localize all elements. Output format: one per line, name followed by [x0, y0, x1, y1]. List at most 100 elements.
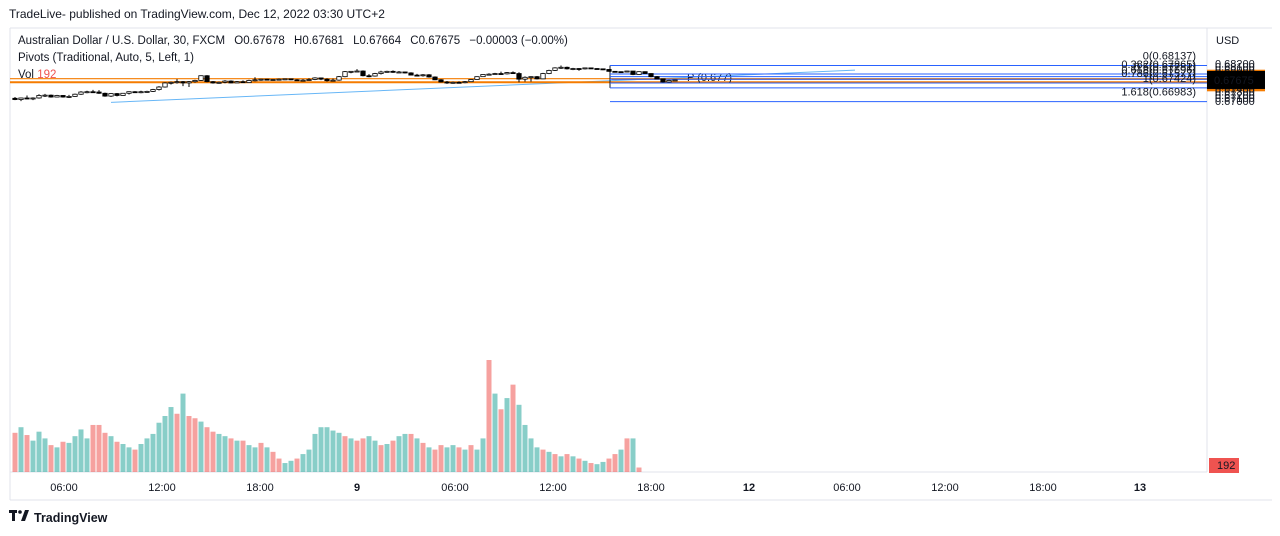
time-tick: 12:00	[539, 482, 567, 494]
volume-bar	[144, 438, 150, 472]
candle-body	[330, 79, 336, 82]
volume-bar	[234, 440, 240, 472]
candle-body	[648, 73, 654, 78]
volume-bar	[396, 436, 402, 472]
trendline	[110, 69, 856, 103]
volume-bar	[330, 430, 336, 472]
volume-bar	[510, 384, 516, 472]
candle-body	[510, 72, 516, 74]
time-tick: 12	[743, 482, 755, 494]
candle-body	[672, 79, 678, 82]
candle-body	[516, 73, 522, 80]
candle-body	[426, 74, 432, 78]
low-value: 0.67664	[359, 35, 402, 47]
tradingview-brand[interactable]: TradingView	[9, 510, 107, 525]
volume-bar	[54, 447, 60, 472]
candle-body	[300, 79, 306, 82]
candle-body	[114, 93, 120, 96]
volume-bar	[528, 438, 534, 472]
candle-body	[552, 67, 558, 71]
time-tick: 18:00	[246, 482, 274, 494]
candle-body	[192, 80, 198, 83]
volume-bar	[546, 451, 552, 472]
volume-bar	[276, 458, 282, 472]
candle-body	[36, 95, 42, 99]
candle-body	[12, 97, 18, 100]
volume-bar	[24, 435, 30, 472]
volume-bar	[300, 454, 306, 472]
pivots-legend[interactable]: Pivots (Traditional, Auto, 5, Left, 1)	[18, 52, 194, 64]
volume-bar	[402, 433, 408, 472]
candle-body	[570, 68, 576, 70]
candle-body	[306, 79, 312, 81]
volume-bar	[336, 432, 342, 472]
time-tick: 9	[354, 482, 360, 494]
volume-bar	[222, 436, 228, 472]
candle-body	[18, 97, 24, 100]
volume-bar	[120, 444, 126, 472]
fib-level-label: 0.786(0.67577)	[1121, 68, 1196, 80]
volume-bar	[462, 449, 468, 472]
publish-info: TradeLive- published on TradingView.com,…	[9, 7, 385, 21]
candle-body	[366, 75, 372, 78]
candle-body	[618, 71, 624, 74]
candle-body	[108, 93, 114, 97]
volume-bar	[18, 427, 24, 472]
volume-bar	[612, 454, 618, 472]
volume-bar	[228, 438, 234, 472]
volume-bar	[60, 441, 66, 472]
volume-bar	[540, 449, 546, 472]
volume-bar	[522, 424, 528, 472]
candle-body	[642, 71, 648, 74]
candle-body	[90, 91, 96, 94]
symbol-legend[interactable]: Australian Dollar / U.S. Dollar, 30, FXC…	[18, 35, 568, 47]
volume-bar	[384, 444, 390, 472]
fib-retracement: 0(0.68137)0.382(0.67865)0.5(0.67781)0.61…	[609, 50, 1207, 103]
volume-bar	[108, 436, 114, 472]
candle-body	[288, 78, 294, 81]
volume-bar	[468, 445, 474, 472]
volume-bar	[204, 427, 210, 472]
candle-body	[606, 69, 612, 72]
price-tick: 0.67100	[1215, 93, 1255, 105]
candle-body	[594, 68, 600, 70]
volume-bar	[288, 460, 294, 472]
candle-body	[546, 70, 552, 74]
candle-body	[462, 81, 468, 84]
volume-bar	[492, 393, 498, 472]
candle-body	[402, 71, 408, 74]
volume-bar	[210, 431, 216, 472]
candle-body	[324, 78, 330, 82]
candle-body	[234, 81, 240, 84]
fib-level-label: 0(0.68137)	[1143, 50, 1196, 62]
candle-body	[336, 76, 342, 81]
candle-body	[78, 91, 84, 95]
candle-body	[468, 79, 474, 83]
candle-body	[474, 76, 480, 80]
price-axis: USD0.682000.681000.680000.679000.678000.…	[1207, 35, 1265, 473]
volume-bar	[324, 427, 330, 472]
candle-body	[24, 97, 30, 100]
high-label: H	[294, 35, 303, 47]
volume-bar	[558, 456, 564, 472]
candle-body	[450, 81, 456, 84]
pivot-label: P (0.677)	[687, 72, 732, 84]
volume-legend[interactable]: Vol 192	[18, 69, 56, 81]
candle-body	[378, 71, 384, 74]
volume-bar	[150, 433, 156, 472]
volume-bar	[192, 418, 198, 472]
time-axis: 06:00 12:00 18:00 9 06:00 12:00 18:00 12 06:00 12…	[50, 482, 1146, 494]
volume-bar	[348, 438, 354, 472]
candle-body	[396, 71, 402, 74]
candle-body	[360, 70, 366, 77]
volume-bar	[606, 458, 612, 472]
volume-bar	[132, 449, 138, 472]
volume-bar	[162, 416, 168, 472]
candle-body	[492, 73, 498, 75]
candle-body	[438, 79, 444, 83]
volume-bar	[438, 445, 444, 472]
volume-bar	[42, 438, 48, 472]
volume-bar	[630, 438, 636, 472]
candle-body	[120, 92, 126, 96]
